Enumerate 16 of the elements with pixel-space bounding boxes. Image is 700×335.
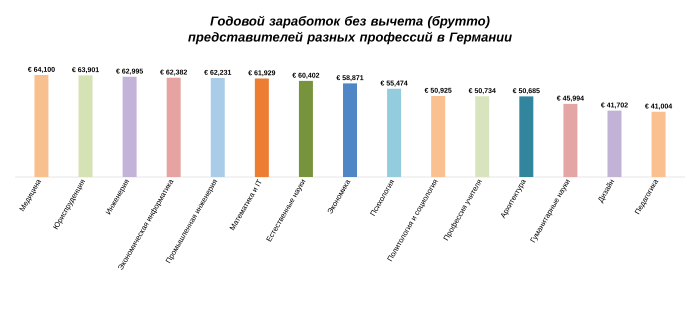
bar: [78, 75, 93, 177]
bar: [519, 96, 534, 177]
bar: [210, 78, 225, 177]
bar: [607, 110, 622, 177]
bar: [387, 88, 402, 177]
bar: [34, 75, 48, 177]
bar: [475, 96, 490, 177]
bar: [652, 112, 666, 177]
chart-title: Годовой заработок без вычета (брутто) представителей разных профессий в Германии: [188, 16, 512, 44]
bar: [431, 96, 446, 177]
bar: [122, 76, 137, 177]
bar: [254, 78, 269, 177]
bar: [563, 104, 578, 177]
bar: [298, 80, 313, 177]
bar: [343, 83, 358, 177]
bar: [166, 78, 181, 177]
